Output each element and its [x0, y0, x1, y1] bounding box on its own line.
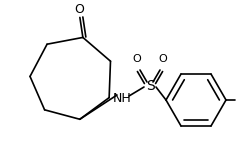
Text: NH: NH — [113, 91, 131, 104]
Text: O: O — [74, 3, 84, 16]
Text: O: O — [133, 54, 141, 64]
Text: S: S — [146, 79, 154, 93]
Text: O: O — [159, 54, 167, 64]
